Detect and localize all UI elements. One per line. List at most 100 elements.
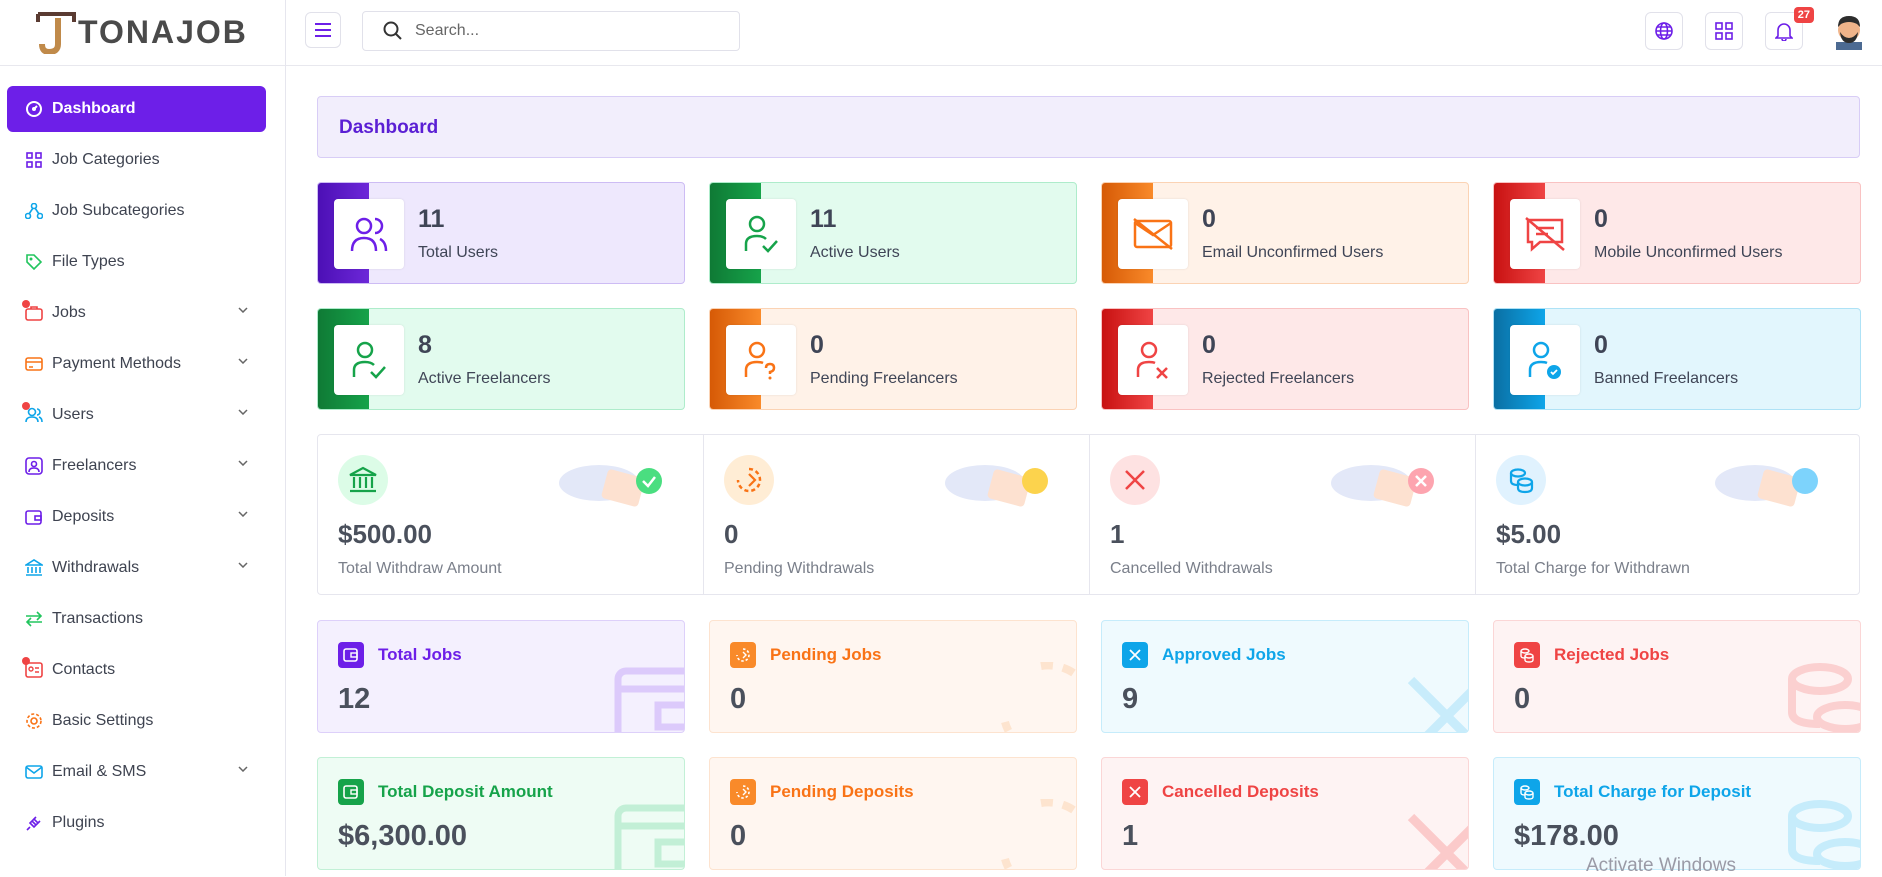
chevron-down-icon xyxy=(238,511,248,517)
sidebar-item-dashboard[interactable]: Dashboard xyxy=(7,86,266,132)
stat-card-banned-freelancers[interactable]: 0 Banned Freelancers xyxy=(1493,308,1861,410)
sidebar-item-plugins[interactable]: Plugins xyxy=(7,800,266,846)
plug-icon xyxy=(24,813,44,833)
job-card-approved-jobs[interactable]: Approved Jobs 9 xyxy=(1101,620,1469,733)
stat-value: 0 xyxy=(1202,331,1216,359)
apps-button[interactable] xyxy=(1705,12,1743,50)
sidebar-item-deposits[interactable]: Deposits xyxy=(7,494,266,540)
brand-logo[interactable]: TONAJOB xyxy=(36,10,248,54)
wallet-icon xyxy=(338,642,364,668)
stat-label: Total Users xyxy=(418,244,499,261)
sidebar-item-label: Deposits xyxy=(52,508,115,525)
sidebar-item-jobs[interactable]: Jobs xyxy=(7,290,266,336)
mail-icon xyxy=(24,762,44,782)
job-card-total-jobs[interactable]: Total Jobs 12 xyxy=(317,620,685,733)
wallet-icon xyxy=(614,804,684,869)
sidebar-item-job-subcategories[interactable]: Job Subcategories xyxy=(7,188,266,234)
job-card-pending-jobs[interactable]: Pending Jobs 0 xyxy=(709,620,1077,733)
sidebar-item-email-sms[interactable]: Email & SMS xyxy=(7,749,266,795)
loader-icon xyxy=(1001,799,1076,869)
card-title: Rejected Jobs xyxy=(1554,645,1670,664)
message-off-icon xyxy=(1510,199,1580,269)
x-icon xyxy=(1407,813,1468,869)
stat-value: 0 xyxy=(1594,205,1608,233)
sidebar-item-freelancers[interactable]: Freelancers xyxy=(7,443,266,489)
stat-value: $5.00 xyxy=(1496,519,1562,549)
x-icon xyxy=(1122,642,1148,668)
brand-name: TONAJOB xyxy=(78,13,248,50)
withdraw-stat-charge[interactable]: $5.00 Total Charge for Withdrawn xyxy=(1476,435,1859,594)
sidebar-item-basic-settings[interactable]: Basic Settings xyxy=(7,698,266,744)
stat-card-active-users[interactable]: 11 Active Users xyxy=(709,182,1077,284)
stat-label: Total Charge for Withdrawn xyxy=(1496,560,1690,577)
stat-value: $500.00 xyxy=(338,519,432,549)
card-value: 0 xyxy=(730,820,747,852)
decorative-illustration xyxy=(1715,465,1818,507)
withdraw-stat-pending[interactable]: 0 Pending Withdrawals xyxy=(704,435,1090,594)
sidebar-item-label: Withdrawals xyxy=(52,559,140,576)
decorative-illustration xyxy=(1331,465,1434,507)
stat-label: Mobile Unconfirmed Users xyxy=(1594,244,1783,261)
sidebar-item-label: Basic Settings xyxy=(52,712,154,729)
stat-label: Active Users xyxy=(810,244,900,261)
credit-card-icon xyxy=(24,354,44,374)
sidebar-item-transactions[interactable]: Transactions xyxy=(7,596,266,642)
notification-badge: 27 xyxy=(1793,7,1814,23)
search-box[interactable] xyxy=(362,11,740,51)
sidebar-item-withdrawals[interactable]: Withdrawals xyxy=(7,545,266,591)
deposit-card-total-amount[interactable]: Total Deposit Amount $6,300.00 xyxy=(317,757,685,870)
stat-value: 0 xyxy=(810,331,824,359)
withdraw-stat-total[interactable]: $500.00 Total Withdraw Amount xyxy=(318,435,704,594)
coins-icon xyxy=(1788,663,1860,732)
deposit-card-charge[interactable]: Total Charge for Deposit $178.00 xyxy=(1493,757,1861,870)
user-x-icon xyxy=(1118,325,1188,395)
stat-card-pending-freelancers[interactable]: 0 Pending Freelancers xyxy=(709,308,1077,410)
chevron-down-icon xyxy=(238,562,248,568)
globe-icon xyxy=(1655,22,1673,40)
stat-label: Total Withdraw Amount xyxy=(338,560,502,577)
language-button[interactable] xyxy=(1645,12,1683,50)
gear-icon xyxy=(24,711,44,731)
sidebar-item-file-types[interactable]: File Types xyxy=(7,239,266,285)
sidebar-item-users[interactable]: Users xyxy=(7,392,266,438)
stat-value: 0 xyxy=(1202,205,1216,233)
card-value: 0 xyxy=(1514,683,1531,715)
top-bar: TONAJOB 27 xyxy=(0,0,1882,66)
withdraw-stat-cancelled[interactable]: 1 Cancelled Withdrawals xyxy=(1090,435,1476,594)
sidebar-item-job-categories[interactable]: Job Categories xyxy=(7,137,266,183)
search-icon xyxy=(383,21,402,40)
loader-icon xyxy=(730,779,756,805)
withdraw-stats-panel: $500.00 Total Withdraw Amount 0 Pending … xyxy=(317,434,1860,595)
stat-card-total-users[interactable]: 11 Total Users xyxy=(317,182,685,284)
sidebar-item-label: Plugins xyxy=(52,814,105,831)
sidebar-item-label: Payment Methods xyxy=(52,355,181,372)
user-avatar[interactable] xyxy=(1832,12,1866,50)
search-input[interactable] xyxy=(415,22,715,40)
job-card-rejected-jobs[interactable]: Rejected Jobs 0 xyxy=(1493,620,1861,733)
stat-card-email-unconfirmed[interactable]: 0 Email Unconfirmed Users xyxy=(1101,182,1469,284)
stat-label: Cancelled Withdrawals xyxy=(1110,560,1273,577)
bell-icon xyxy=(1775,23,1793,41)
card-title: Pending Deposits xyxy=(770,782,914,801)
deposit-card-pending[interactable]: Pending Deposits 0 xyxy=(709,757,1077,870)
wallet-icon xyxy=(338,779,364,805)
users-icon xyxy=(334,199,404,269)
page-title: Dashboard xyxy=(339,117,439,138)
sidebar-item-payment-methods[interactable]: Payment Methods xyxy=(7,341,266,387)
chevron-down-icon xyxy=(238,409,248,415)
card-value: $6,300.00 xyxy=(338,820,468,852)
sidebar-item-label: File Types xyxy=(52,253,125,270)
notifications-button[interactable]: 27 xyxy=(1765,7,1814,50)
dashboard-icon xyxy=(24,99,44,119)
deposit-card-cancelled[interactable]: Cancelled Deposits 1 xyxy=(1101,757,1469,870)
menu-toggle-button[interactable] xyxy=(305,12,341,48)
coins-icon xyxy=(1514,779,1540,805)
user-question-icon xyxy=(726,325,796,395)
chevron-down-icon xyxy=(238,766,248,772)
sidebar-item-contacts[interactable]: Contacts xyxy=(7,647,266,693)
stat-card-mobile-unconfirmed[interactable]: 0 Mobile Unconfirmed Users xyxy=(1493,182,1861,284)
stat-card-rejected-freelancers[interactable]: 0 Rejected Freelancers xyxy=(1101,308,1469,410)
stat-value: 0 xyxy=(1594,331,1608,359)
stat-card-active-freelancers[interactable]: 8 Active Freelancers xyxy=(317,308,685,410)
bank-icon xyxy=(24,558,44,578)
